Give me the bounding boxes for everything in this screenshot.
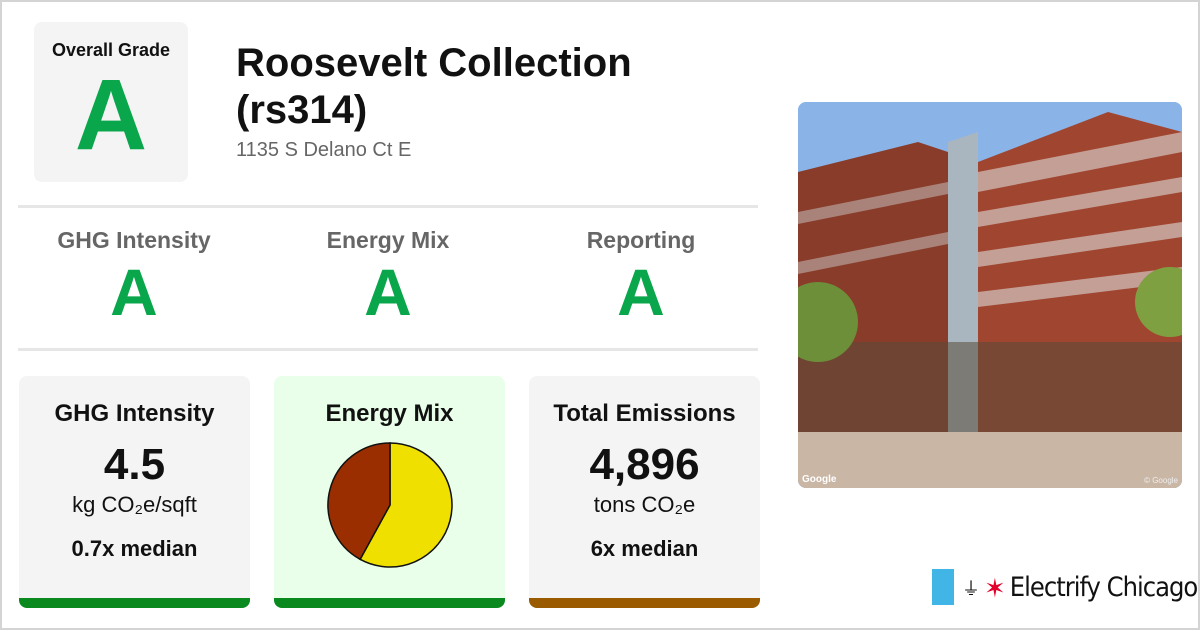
ghg-intensity-median: 0.7x median	[71, 536, 198, 561]
energy-mix-card: Energy Mix	[274, 376, 505, 608]
total-emissions-median: 6x median	[590, 536, 699, 561]
overall-grade-box: Overall Grade A	[34, 22, 188, 182]
pie-slice-1	[326, 442, 391, 561]
brand-name: Electrify Chicago	[1009, 572, 1198, 603]
reporting-grade-value: A	[617, 255, 665, 329]
overall-grade-label: Overall Grade	[51, 40, 171, 60]
pie-slice-0	[358, 442, 453, 568]
chicago-star-icon: ✶	[984, 572, 1006, 603]
energy-mix-card-label: Energy Mix	[325, 400, 454, 427]
building-photo-illustration	[798, 102, 1182, 488]
plug-icon: ⏚	[962, 578, 980, 599]
divider-middle	[18, 348, 758, 351]
ghg-intensity-grade-value: A	[110, 255, 158, 329]
ghg-intensity-unit: kg CO₂e/sqft	[72, 492, 197, 517]
reporting-grade-label: Reporting	[586, 227, 696, 253]
total-emissions-card: Total Emissions 4,896 tons CO₂e 6x media…	[529, 376, 760, 608]
total-emissions-unit: tons CO₂e	[593, 492, 696, 517]
building-photo: Google © Google	[798, 102, 1182, 488]
brand-blue-bar	[932, 569, 954, 605]
ghg-intensity-grade-label: GHG Intensity	[57, 227, 211, 253]
divider-top	[18, 205, 758, 208]
energy-mix-bar	[274, 598, 505, 608]
photo-credit-copyright: © Google	[1144, 476, 1178, 485]
energy-mix-grade: Energy Mix A	[268, 227, 508, 326]
ghg-intensity-grade: GHG Intensity A	[14, 227, 254, 326]
reporting-grade: Reporting A	[521, 227, 761, 326]
total-emissions-bar	[529, 598, 760, 608]
overall-grade-value: A	[74, 59, 148, 171]
ghg-intensity-value: 4.5	[103, 440, 166, 489]
photo-credit-google: Google	[802, 474, 837, 485]
energy-mix-grade-value: A	[364, 255, 412, 329]
ghg-intensity-card-label: GHG Intensity	[54, 400, 215, 427]
total-emissions-value: 4,896	[589, 440, 700, 489]
energy-mix-pie-chart	[326, 442, 453, 568]
energy-mix-grade-label: Energy Mix	[326, 227, 450, 253]
building-address: 1135 S Delano Ct E	[236, 139, 412, 161]
total-emissions-card-label: Total Emissions	[553, 400, 736, 427]
building-title: Roosevelt Collection (rs314)	[236, 41, 632, 132]
ghg-intensity-card: GHG Intensity 4.5 kg CO₂e/sqft 0.7x medi…	[19, 376, 250, 608]
electrify-chicago-logo: ⏚ ✶ Electrify Chicago	[962, 572, 1198, 603]
ghg-intensity-bar	[19, 598, 250, 608]
